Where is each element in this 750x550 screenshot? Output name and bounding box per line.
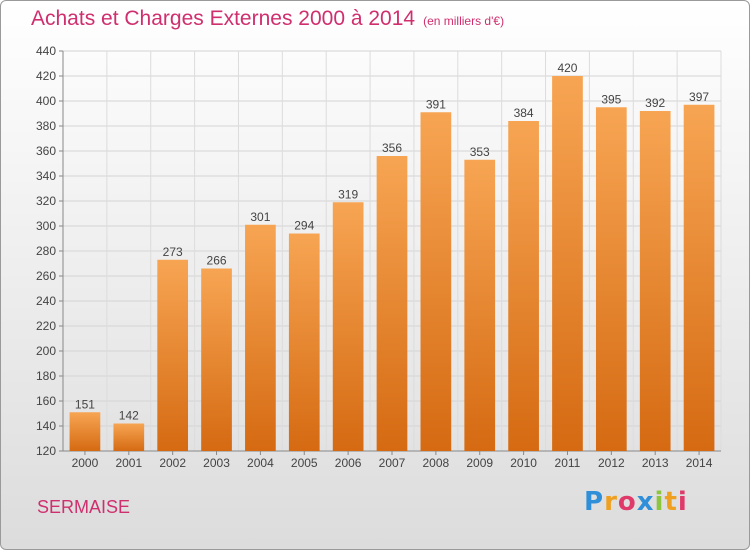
- x-tick-label: 2006: [335, 456, 362, 470]
- data-label: 319: [338, 187, 358, 201]
- y-tick-label: 220: [36, 319, 56, 333]
- data-label: 356: [382, 141, 402, 155]
- x-tick-label: 2000: [72, 456, 99, 470]
- y-tick-label: 240: [36, 294, 56, 308]
- y-tick-label: 300: [36, 219, 56, 233]
- bar: [639, 111, 671, 451]
- data-label: 420: [557, 61, 577, 75]
- x-tick-label: 2011: [555, 456, 581, 470]
- y-tick-label: 400: [36, 94, 56, 108]
- bars: [69, 76, 715, 451]
- x-tick-label: 2010: [510, 456, 537, 470]
- data-label: 301: [250, 210, 270, 224]
- y-tick-label: 340: [36, 169, 56, 183]
- y-tick-label: 320: [36, 194, 56, 208]
- data-labels: 151 142 273 266 301 294 319 356 391 353 384 420 395 3…: [75, 61, 709, 423]
- x-tick-label: 2008: [423, 456, 450, 470]
- y-tick-label: 420: [36, 69, 56, 83]
- y-tick-label: 440: [36, 44, 56, 58]
- x-tick-label: 2001: [115, 456, 142, 470]
- data-label: 391: [426, 97, 446, 111]
- bar: [157, 259, 189, 451]
- y-tick-label: 120: [36, 444, 56, 458]
- bar: [464, 159, 496, 451]
- data-label: 392: [645, 96, 665, 110]
- bar: [201, 268, 232, 451]
- x-tick-label: 2003: [203, 456, 230, 470]
- y-tick-label: 280: [36, 244, 56, 258]
- x-tick-label: 2009: [466, 456, 493, 470]
- bar: [683, 104, 715, 451]
- chart-title: Achats et Charges Externes 2000 à 2014 (e…: [31, 7, 504, 31]
- data-label: 353: [470, 145, 490, 159]
- x-tick-label: 2012: [598, 456, 625, 470]
- bar: [552, 76, 583, 451]
- y-tick-label: 160: [36, 394, 56, 408]
- data-label: 294: [294, 219, 314, 233]
- x-tick-label: 2007: [379, 456, 406, 470]
- chart-unit: (en milliers d'€): [423, 14, 505, 28]
- data-label: 266: [207, 254, 227, 268]
- y-tick-label: 140: [36, 419, 56, 433]
- x-tick-label: 2002: [159, 456, 186, 470]
- y-tick-label: 380: [36, 119, 56, 133]
- y-tick-label: 260: [36, 269, 56, 283]
- data-label: 273: [163, 245, 183, 259]
- bar: [288, 233, 320, 451]
- data-label: 395: [601, 92, 621, 106]
- data-label: 142: [119, 409, 139, 423]
- x-tick-label: 2013: [642, 456, 669, 470]
- data-label: 151: [75, 397, 95, 411]
- bar: [508, 121, 539, 451]
- bar: [595, 107, 627, 451]
- bar: [245, 224, 276, 451]
- y-tick-label: 200: [36, 344, 56, 358]
- bar: [113, 423, 145, 451]
- data-label: 397: [689, 90, 709, 104]
- proxiti-logo: Proxiti: [584, 487, 688, 517]
- chart-title-text: Achats et Charges Externes 2000 à 2014: [31, 7, 416, 30]
- x-tick-label: 2014: [686, 456, 713, 470]
- bar: [69, 412, 101, 451]
- bar: [332, 202, 364, 451]
- place-name: SERMAISE: [37, 497, 131, 517]
- x-tick-label: 2004: [247, 456, 274, 470]
- bar: [420, 112, 452, 451]
- data-label: 384: [514, 106, 534, 120]
- y-tick-label: 180: [36, 369, 56, 383]
- x-tick-label: 2005: [291, 456, 318, 470]
- bar: [376, 156, 408, 451]
- y-tick-label: 360: [36, 144, 56, 158]
